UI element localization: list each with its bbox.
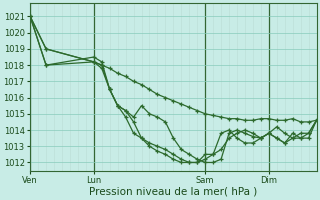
X-axis label: Pression niveau de la mer( hPa ): Pression niveau de la mer( hPa ) [89, 187, 258, 197]
